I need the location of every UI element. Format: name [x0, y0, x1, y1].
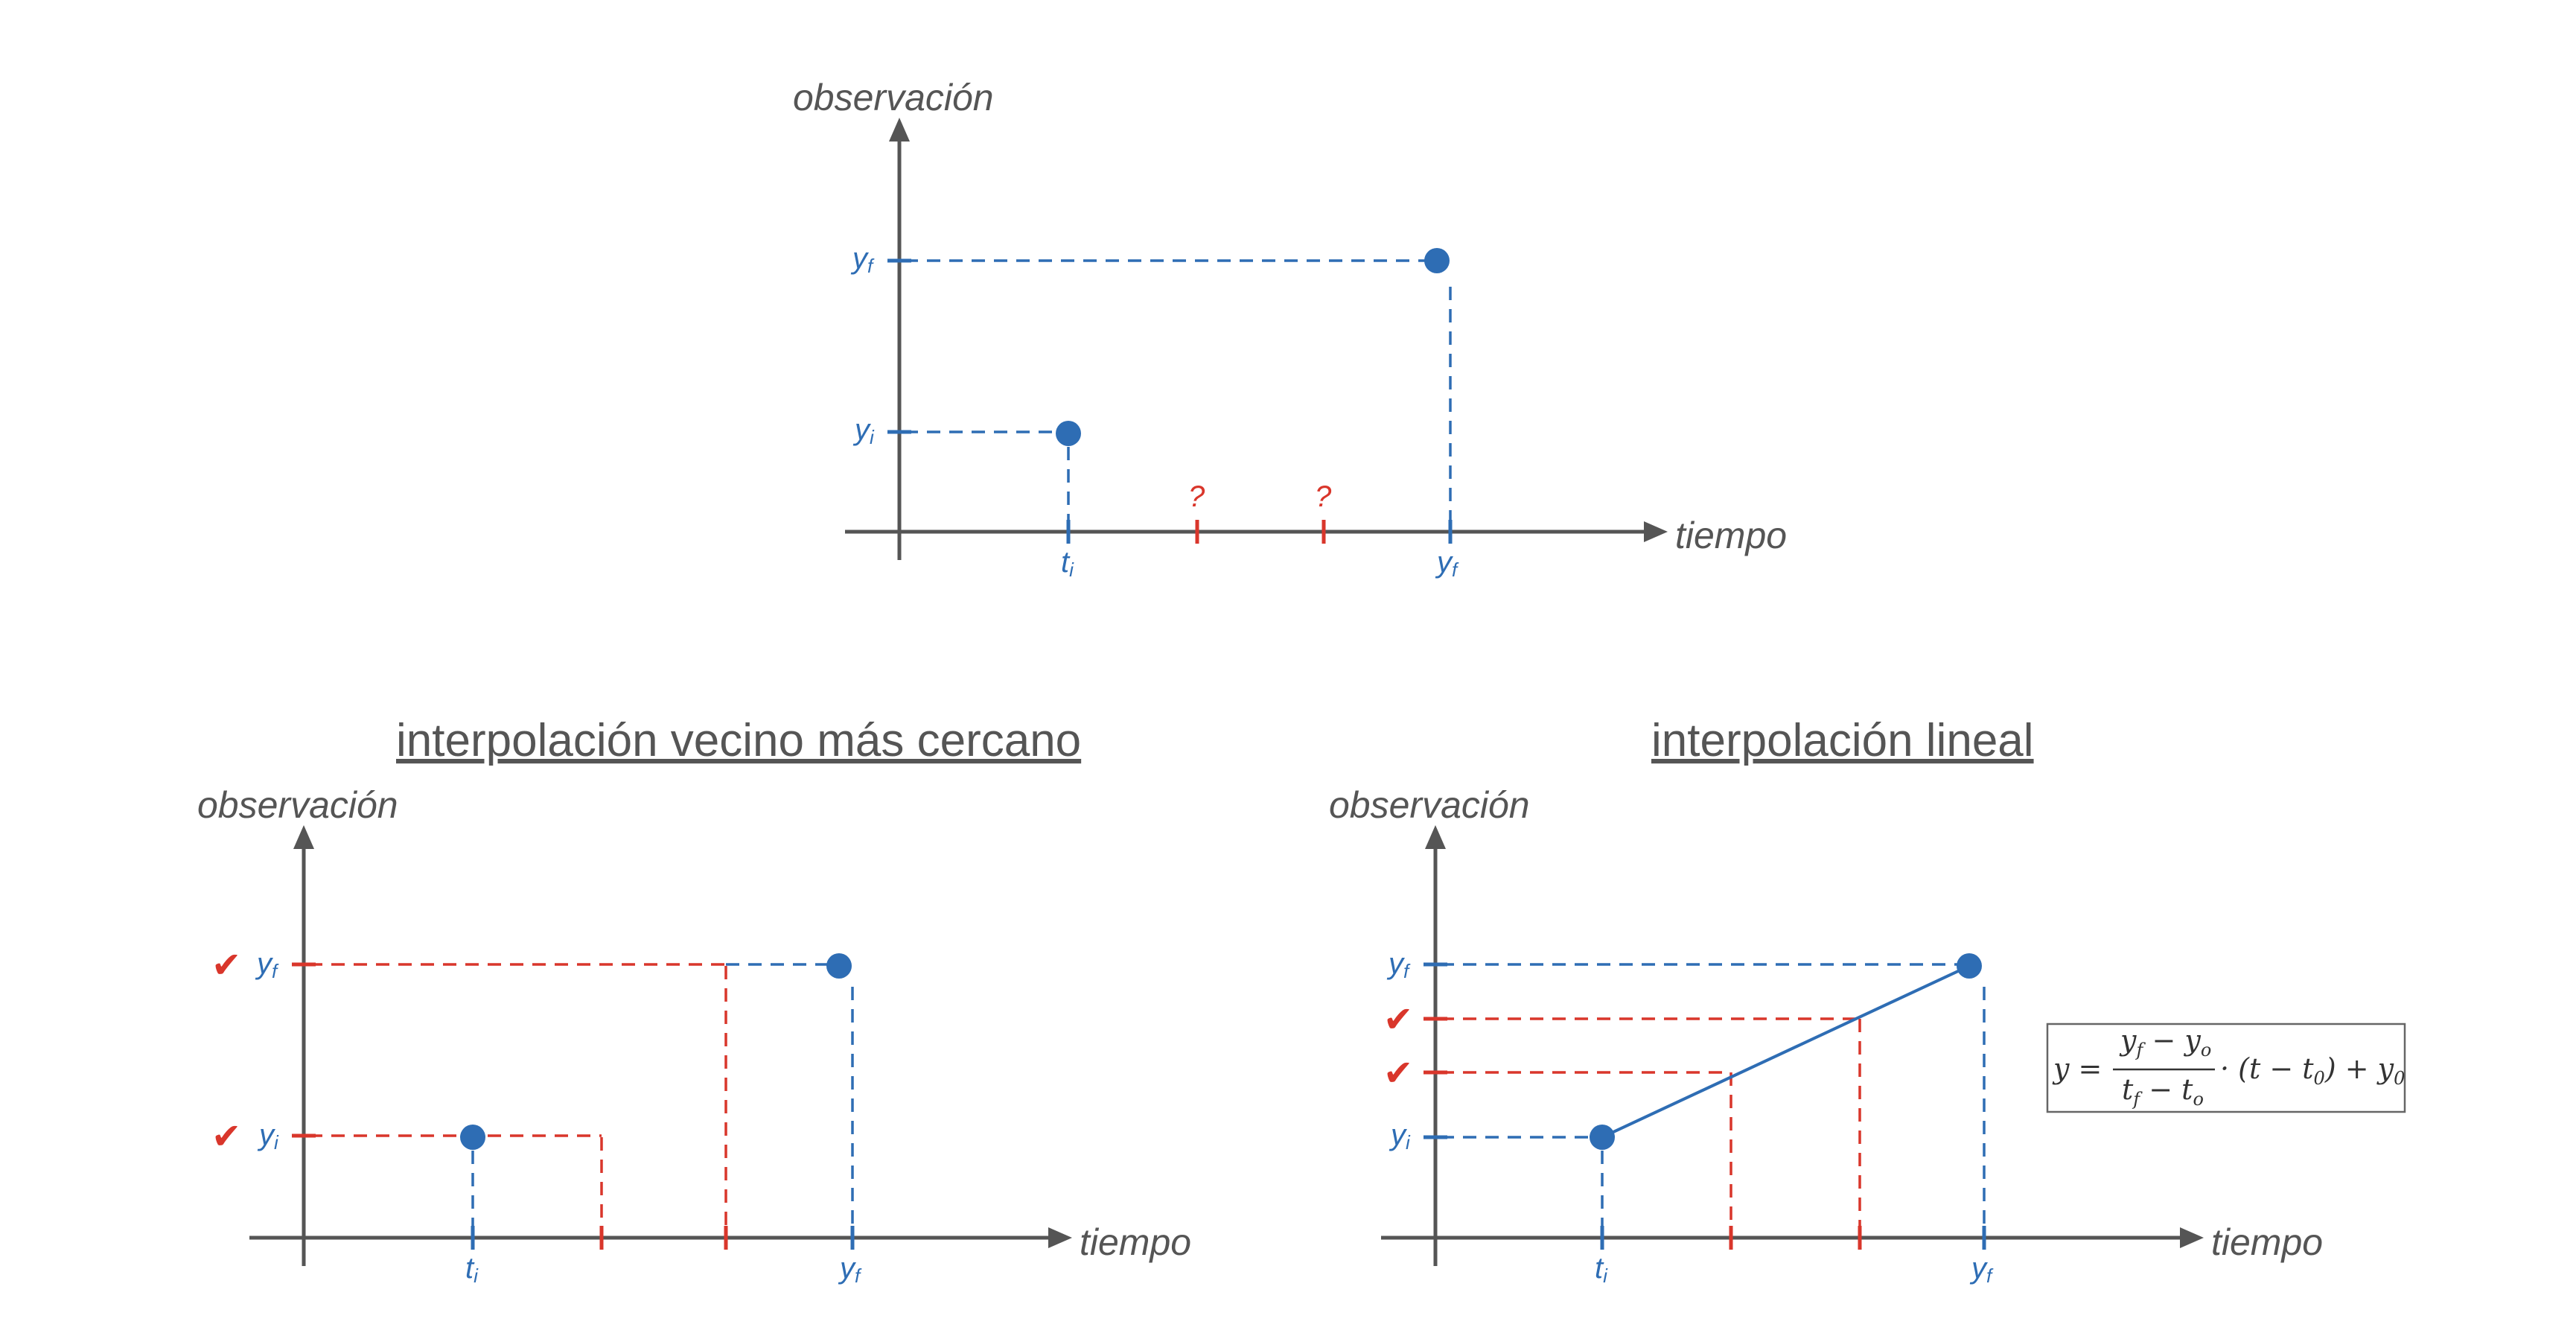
left-y-arrow [293, 825, 314, 849]
left-panel: interpolación vecino más cercano observa… [197, 715, 1191, 1287]
right-check-2: ✔ [1383, 999, 1413, 1040]
right-panel: interpolación lineal observación tiempo … [1329, 715, 2406, 1287]
left-x-arrow [1048, 1227, 1072, 1248]
top-xf-label: yf [1435, 546, 1459, 581]
top-ti-label: ti [1061, 546, 1074, 581]
left-check-yf: ✔ [211, 944, 241, 986]
formula-lhs: y = [2052, 1052, 2102, 1085]
right-x-axis-label: tiempo [2211, 1221, 2323, 1263]
right-y-arrow [1425, 825, 1446, 849]
formula-box [2046, 1023, 2406, 1113]
right-ti-label: ti [1595, 1252, 1608, 1287]
top-yi-label: yi [852, 413, 875, 448]
left-x-axis-label: tiempo [1080, 1221, 1191, 1263]
top-x-axis-label: tiempo [1675, 515, 1787, 556]
top-yf-label: yf [850, 242, 875, 277]
top-point-final [1424, 248, 1450, 273]
left-yf-label: yf [255, 947, 279, 982]
top-point-initial [1056, 421, 1081, 446]
left-xf-label: yf [838, 1252, 862, 1287]
linear-interpolation-formula: y = yf − yo tf − to · (t − t0) + y0 [2046, 1023, 2406, 1113]
top-question-1: ? [1188, 480, 1205, 513]
left-ti-label: ti [465, 1252, 479, 1287]
right-yf-label: yf [1386, 947, 1411, 982]
right-xf-label: yf [1969, 1252, 1994, 1287]
right-point-initial [1590, 1125, 1615, 1150]
left-check-yi: ✔ [211, 1116, 241, 1157]
top-question-2: ? [1315, 480, 1332, 513]
top-x-arrow [1644, 521, 1668, 542]
formula-numerator: yf − yo [2119, 1024, 2211, 1060]
left-point-initial [460, 1125, 485, 1150]
top-y-axis-label: observación [793, 77, 994, 118]
top-panel: observación tiempo yf yi ti yf ? ? [793, 77, 1787, 581]
left-title: interpolación vecino más cercano [396, 715, 1081, 766]
right-linear-segment [1601, 964, 1970, 1139]
formula-denominator: tf − to [2122, 1073, 2204, 1110]
right-title: interpolación lineal [1651, 715, 2034, 766]
right-point-final [1957, 953, 1982, 979]
right-y-axis-label: observación [1329, 784, 1530, 826]
right-check-1: ✔ [1383, 1052, 1413, 1094]
top-y-arrow [889, 118, 910, 141]
left-y-axis-label: observación [197, 784, 398, 826]
left-point-final [826, 953, 852, 979]
formula-tail: · (t − t0) + y0 [2220, 1052, 2405, 1089]
right-x-arrow [2180, 1227, 2204, 1248]
left-yi-label: yi [257, 1119, 279, 1154]
right-yi-label: yi [1389, 1119, 1411, 1154]
